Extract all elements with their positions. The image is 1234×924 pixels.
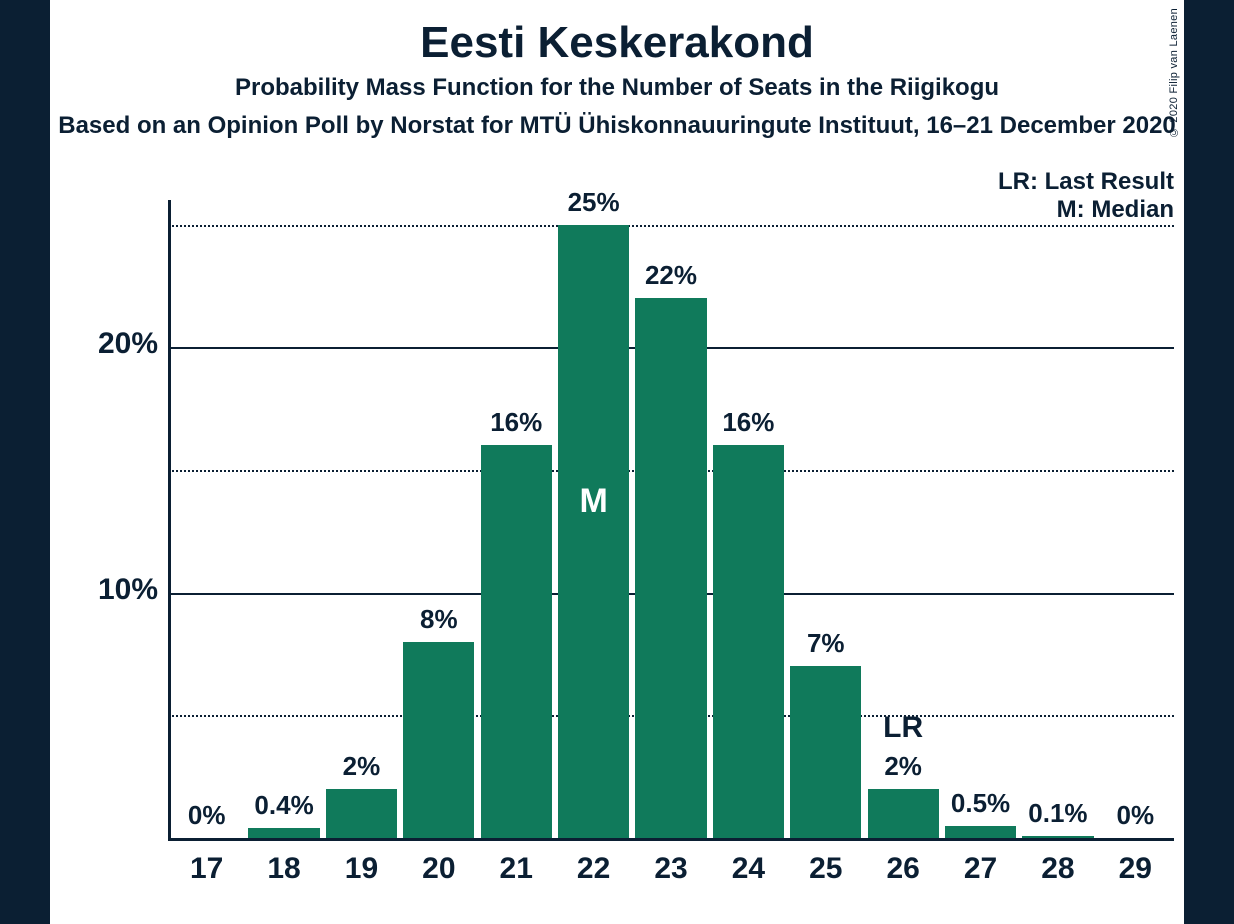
x-axis-label: 24 [708, 852, 788, 886]
y-axis [168, 200, 171, 838]
bar-seat-24 [713, 445, 784, 838]
bar-value-label: 16% [471, 407, 561, 438]
last-result-marker: LR [873, 711, 933, 745]
bar-seat-27 [945, 826, 1016, 838]
x-axis-label: 26 [863, 852, 943, 886]
x-axis-label: 29 [1095, 852, 1175, 886]
chart-title: Eesti Keskerakond [0, 18, 1234, 68]
bar-value-label: 2% [316, 751, 406, 782]
x-axis-label: 21 [476, 852, 556, 886]
x-axis-label: 19 [321, 852, 401, 886]
bar-value-label: 2% [858, 751, 948, 782]
bar-seat-21 [481, 445, 552, 838]
x-axis-label: 20 [399, 852, 479, 886]
x-axis-label: 23 [631, 852, 711, 886]
bar-seat-23 [635, 298, 706, 838]
x-axis-label: 25 [786, 852, 866, 886]
bar-value-label: 22% [626, 260, 716, 291]
x-axis-label: 18 [244, 852, 324, 886]
bar-value-label: 25% [549, 187, 639, 218]
y-axis-label: 20% [68, 327, 158, 361]
bar-value-label: 0% [1090, 800, 1180, 831]
bar-seat-19 [326, 789, 397, 838]
chart-subtitle: Probability Mass Function for the Number… [0, 74, 1234, 102]
x-axis-label: 27 [941, 852, 1021, 886]
legend-last-result: LR: Last Result [998, 168, 1174, 196]
median-marker: M [564, 482, 624, 521]
bar-value-label: 16% [703, 407, 793, 438]
x-axis-label: 28 [1018, 852, 1098, 886]
bar-seat-18 [248, 828, 319, 838]
legend-median: M: Median [998, 196, 1174, 224]
bar-value-label: 0.4% [239, 790, 329, 821]
bar-seat-25 [790, 666, 861, 838]
grid-minor [168, 225, 1174, 227]
bar-seat-26 [868, 789, 939, 838]
legend: LR: Last Result M: Median [998, 168, 1174, 224]
x-axis-label: 17 [167, 852, 247, 886]
x-axis-label: 22 [554, 852, 634, 886]
chart-source: Based on an Opinion Poll by Norstat for … [0, 112, 1234, 140]
bar-value-label: 8% [394, 604, 484, 635]
y-axis-label: 10% [68, 573, 158, 607]
bar-value-label: 7% [781, 628, 871, 659]
bar-seat-22 [558, 225, 629, 838]
titles-block: Eesti Keskerakond Probability Mass Funct… [0, 18, 1234, 140]
x-axis [168, 838, 1174, 841]
bar-seat-20 [403, 642, 474, 838]
